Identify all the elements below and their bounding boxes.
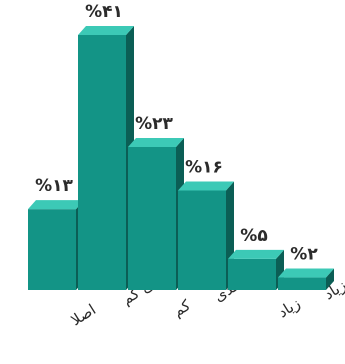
bar-top-2 <box>228 249 284 259</box>
bar-top-5 <box>78 26 134 35</box>
bar-3 <box>178 181 234 290</box>
bar-top-3 <box>178 181 234 191</box>
bar-front-1 <box>278 277 326 290</box>
bar-top-4 <box>128 137 184 147</box>
bar-front-3 <box>178 190 226 290</box>
bar-6 <box>28 200 84 290</box>
bar-5 <box>78 26 134 290</box>
data-label-3: %۱۶ <box>185 157 223 177</box>
bar-side-1 <box>326 268 334 290</box>
bar-top-1 <box>278 268 334 278</box>
data-label-4: %۲۳ <box>135 114 173 134</box>
data-label-6: %۱۳ <box>35 176 73 196</box>
category-label-4: کم <box>170 296 195 321</box>
bar-front-6 <box>28 209 76 290</box>
bar-front-5 <box>78 35 126 290</box>
bar-front-2 <box>228 258 276 290</box>
category-label-6: اصلا <box>68 300 99 329</box>
bar-1 <box>278 268 334 290</box>
bar-top-6 <box>28 200 84 210</box>
data-label-2: %۵ <box>240 226 267 246</box>
bar-front-4 <box>128 146 176 290</box>
data-label-1: %۲ <box>290 245 318 265</box>
category-label-2: زیاد <box>275 294 304 321</box>
bar-2 <box>228 249 284 290</box>
data-label-5: %۴۱ <box>85 2 123 22</box>
bar-4 <box>128 137 184 290</box>
